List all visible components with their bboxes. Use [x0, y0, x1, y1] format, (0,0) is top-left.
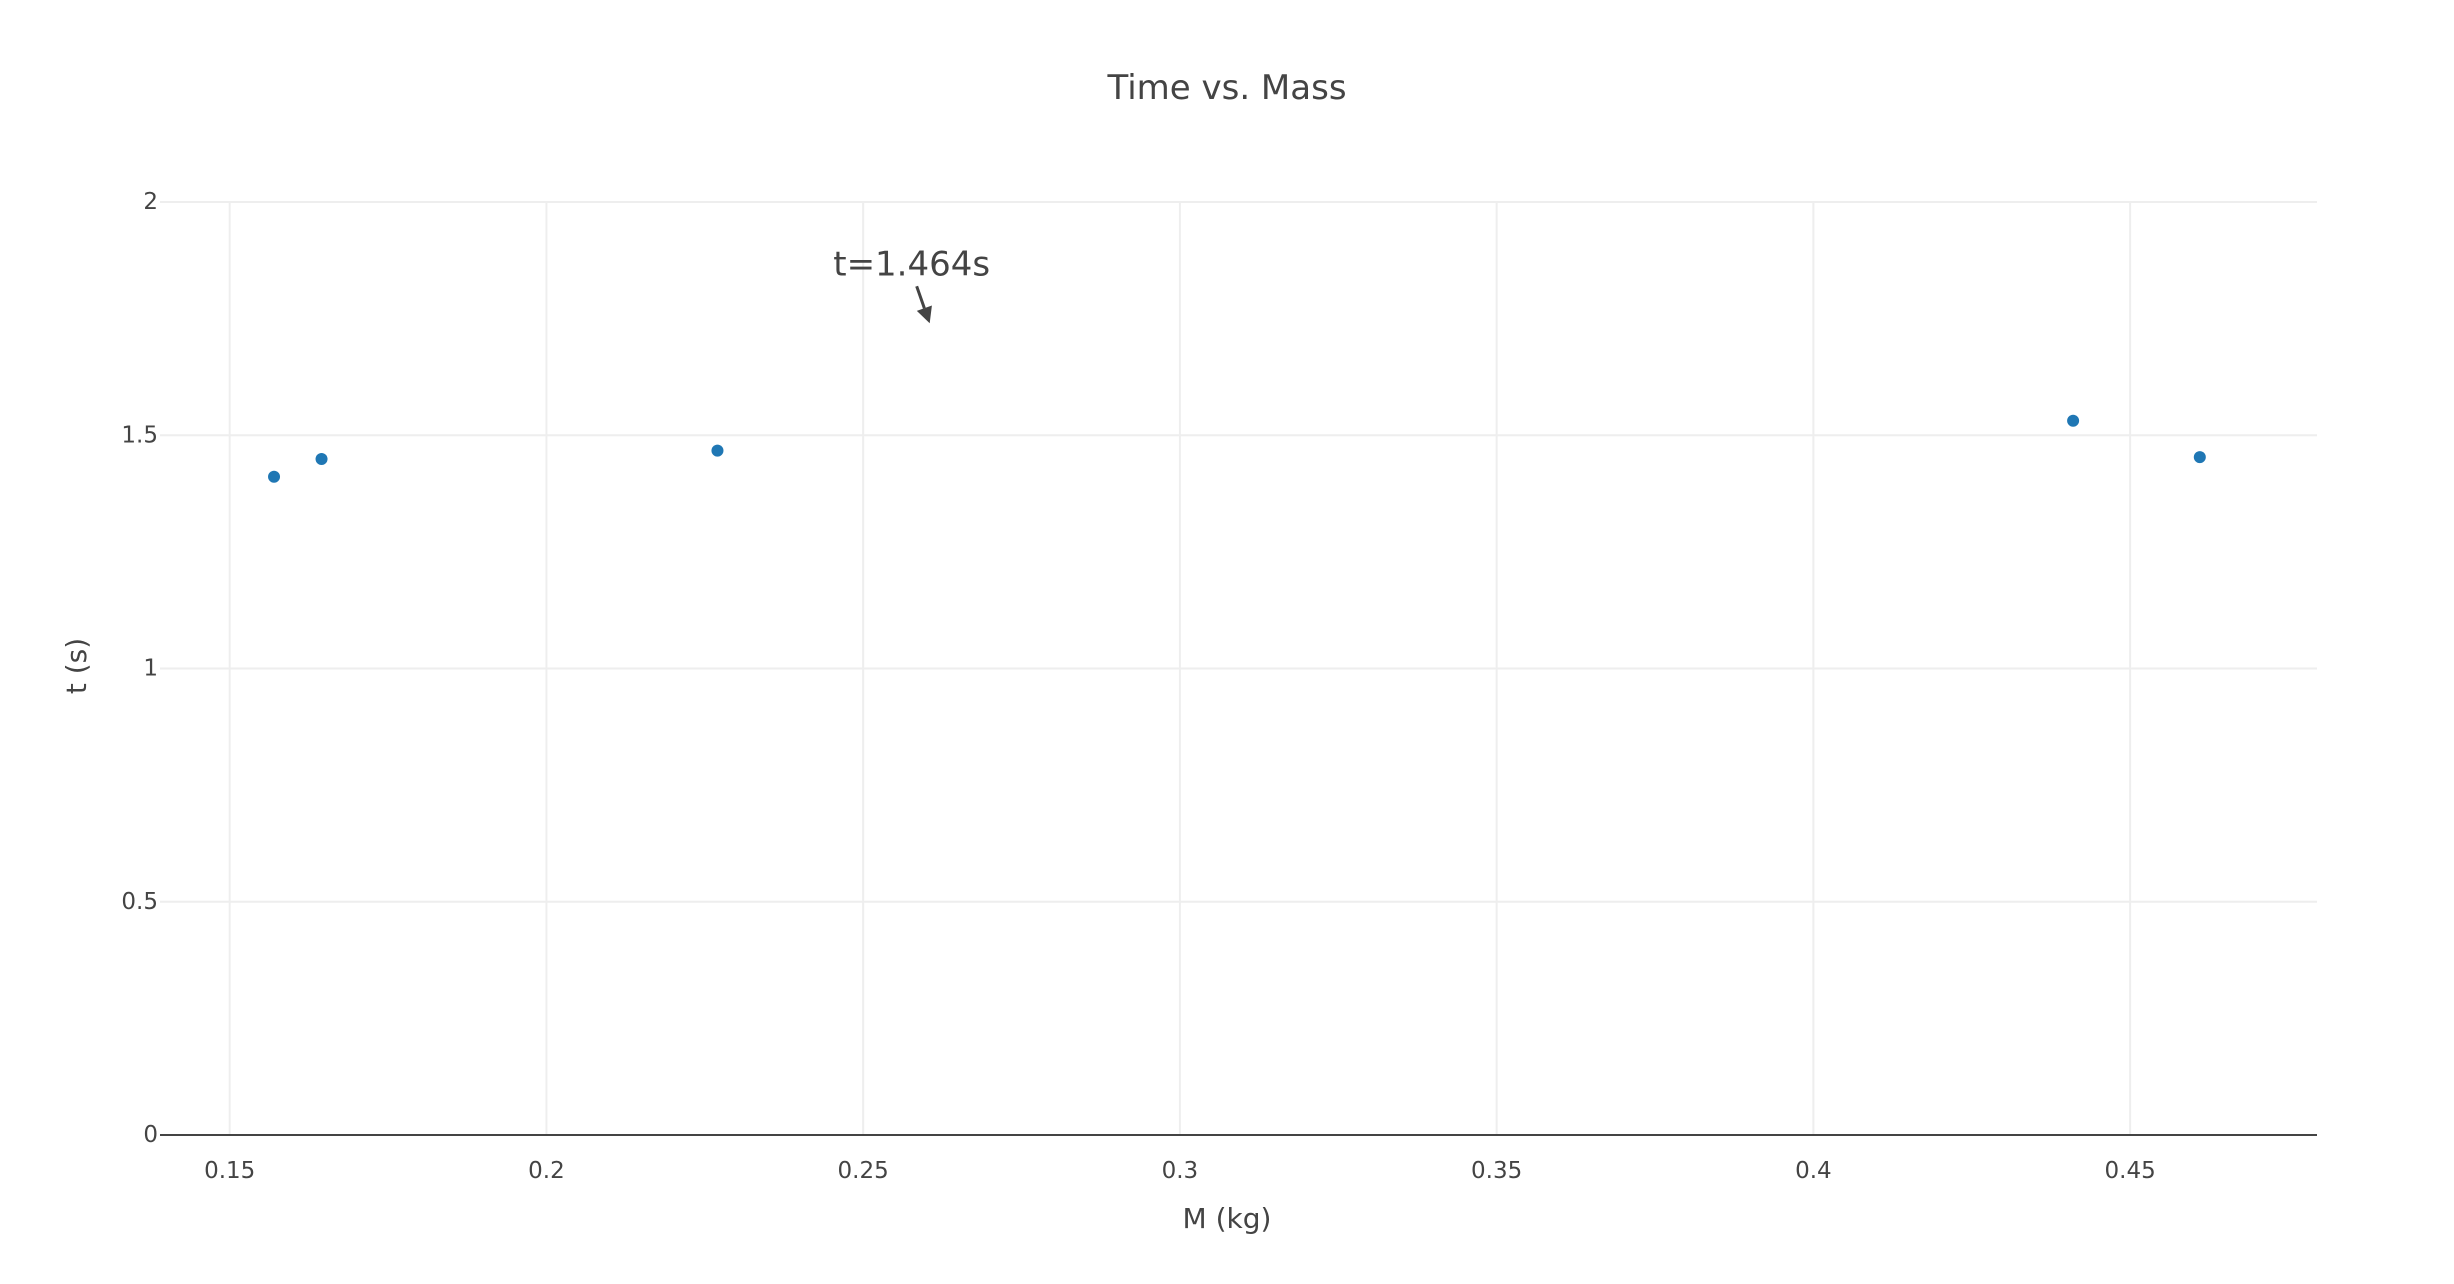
x-tick-label: 0.4	[1795, 1158, 1832, 1184]
x-tick-label: 0.35	[1471, 1158, 1522, 1184]
data-point	[711, 444, 724, 457]
data-point	[2193, 451, 2206, 464]
x-tick-label: 0.45	[2105, 1158, 2156, 1184]
x-tick-label: 0.15	[204, 1158, 255, 1184]
data-points	[268, 414, 2206, 483]
y-tick-label: 1	[143, 656, 158, 682]
tick-labels: 0.15 0.2 0.25 0.3 0.35 0.4 0.45 0 0.5 1 1.5 2	[121, 189, 2155, 1184]
annotation-label: t=1.464s	[833, 244, 990, 284]
data-point	[268, 470, 281, 483]
annotation: t=1.464s	[833, 244, 990, 324]
y-axis-title: t (s)	[60, 638, 93, 694]
annotation-arrow-head	[916, 305, 932, 324]
data-point	[2067, 414, 2080, 427]
data-point	[315, 453, 328, 466]
chart-title: Time vs. Mass	[1106, 68, 1346, 108]
grid	[160, 201, 2317, 1135]
x-tick-label: 0.3	[1162, 1158, 1199, 1184]
annotation-arrow	[915, 285, 926, 309]
x-tick-label: 0.25	[838, 1158, 889, 1184]
y-tick-label: 2	[143, 189, 158, 215]
y-tick-label: 0.5	[121, 889, 158, 915]
x-axis-title: M (kg)	[1183, 1202, 1272, 1235]
x-tick-label: 0.2	[528, 1158, 565, 1184]
y-tick-label: 0	[143, 1122, 158, 1148]
y-tick-label: 1.5	[121, 422, 158, 448]
